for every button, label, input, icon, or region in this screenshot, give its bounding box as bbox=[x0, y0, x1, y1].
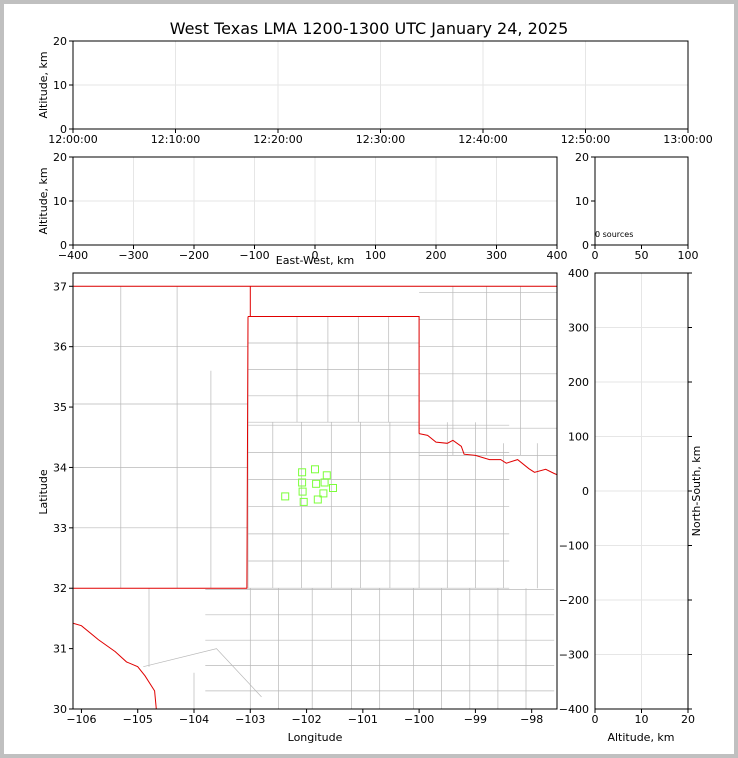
altitude-tick-label: 0 bbox=[582, 239, 589, 252]
altitude-tick-label: 10 bbox=[53, 195, 67, 208]
time-tick-label: 12:30:00 bbox=[356, 133, 405, 146]
north-south-tick-label: 100 bbox=[568, 431, 589, 444]
station-marker bbox=[322, 471, 331, 480]
north-south-tick-label: 400 bbox=[568, 267, 589, 280]
histogram-tick-label: 100 bbox=[678, 249, 699, 262]
latitude-tick-label: 33 bbox=[53, 522, 67, 535]
state-border-rio-grande bbox=[73, 622, 157, 709]
north-south-altitude-panel: 0 10 20 −400 −300 −200 −100 0 100 200 300 400 North… bbox=[559, 267, 703, 744]
plan-view-xlabel: Longitude bbox=[288, 731, 343, 744]
plan-view-frame bbox=[72, 272, 558, 710]
source-count-annotation: 0 sources bbox=[595, 230, 633, 239]
time-tick-label: 12:20:00 bbox=[253, 133, 302, 146]
latitude-tick-label: 37 bbox=[53, 280, 67, 293]
east-west-tick-label: 200 bbox=[426, 249, 447, 262]
time-tick-label: 13:00:00 bbox=[663, 133, 712, 146]
station-marker bbox=[298, 487, 307, 496]
altitude-tick-label: 10 bbox=[53, 79, 67, 92]
state-boundaries bbox=[73, 285, 557, 709]
figure-frame: West Texas LMA 1200-1300 UTC January 24,… bbox=[4, 4, 734, 754]
chart-title: West Texas LMA 1200-1300 UTC January 24,… bbox=[170, 19, 569, 38]
histogram-tick-label: 0 bbox=[592, 249, 599, 262]
county-boundaries bbox=[73, 285, 557, 709]
altitude-tick-label: 20 bbox=[575, 151, 589, 164]
east-west-tick-label: −300 bbox=[118, 249, 148, 262]
altitude-tick-label: 20 bbox=[53, 151, 67, 164]
east-west-xlabel: East-West, km bbox=[276, 254, 354, 267]
north-south-tick-label: −300 bbox=[559, 649, 589, 662]
station-marker bbox=[320, 478, 329, 487]
altitude-tick-label: 0 bbox=[60, 123, 67, 136]
altitude-tick-label: 20 bbox=[681, 713, 695, 726]
plan-view-panel: −106 −105 −104 −103 −102 −101 −100 −99 −98 30 31 32… bbox=[37, 272, 558, 744]
plan-view-ylabel: Latitude bbox=[37, 469, 50, 515]
state-border-texas-new-mexico bbox=[73, 316, 249, 589]
longitude-tick-label: −101 bbox=[348, 713, 378, 726]
station-marker bbox=[313, 495, 322, 504]
longitude-tick-label: −103 bbox=[235, 713, 265, 726]
east-west-ylabel: Altitude, km bbox=[37, 167, 50, 234]
east-west-tick-label: 100 bbox=[365, 249, 386, 262]
time-tick-label: 12:50:00 bbox=[561, 133, 610, 146]
latitude-tick-label: 35 bbox=[53, 401, 67, 414]
station-marker bbox=[281, 492, 290, 501]
station-marker bbox=[299, 497, 308, 506]
north-south-tick-label: 300 bbox=[568, 322, 589, 335]
station-marker bbox=[312, 479, 321, 488]
latitude-tick-label: 34 bbox=[53, 461, 67, 474]
state-border-red-river bbox=[418, 433, 557, 476]
time-tick-label: 12:40:00 bbox=[458, 133, 507, 146]
longitude-tick-label: −98 bbox=[520, 713, 543, 726]
time-altitude-ylabel: Altitude, km bbox=[37, 51, 50, 118]
time-altitude-panel: 12:00:00 12:10:00 12:20:00 12:30:00 12:40:00… bbox=[37, 35, 713, 146]
longitude-tick-label: −102 bbox=[291, 713, 321, 726]
latitude-tick-label: 30 bbox=[53, 703, 67, 716]
east-west-tick-label: 0 bbox=[312, 249, 319, 262]
altitude-tick-label: 10 bbox=[635, 713, 649, 726]
time-tick-label: 12:10:00 bbox=[151, 133, 200, 146]
station-marker bbox=[329, 484, 337, 492]
station-markers bbox=[281, 465, 337, 506]
station-marker bbox=[298, 478, 307, 487]
lma-figure: West Texas LMA 1200-1300 UTC January 24,… bbox=[37, 19, 713, 744]
latitude-tick-label: 36 bbox=[53, 341, 67, 354]
longitude-tick-label: −100 bbox=[404, 713, 434, 726]
north-south-tick-label: −200 bbox=[559, 594, 589, 607]
station-marker bbox=[319, 489, 328, 498]
north-south-tick-label: 200 bbox=[568, 376, 589, 389]
longitude-tick-label: −104 bbox=[179, 713, 209, 726]
east-west-tick-label: −200 bbox=[179, 249, 209, 262]
north-south-ylabel: North-South, km bbox=[690, 446, 703, 537]
north-south-tick-label: −400 bbox=[559, 703, 589, 716]
station-marker bbox=[311, 465, 319, 474]
altitude-tick-label: 20 bbox=[53, 35, 67, 48]
latitude-tick-label: 31 bbox=[53, 643, 67, 656]
histogram-tick-label: 50 bbox=[635, 249, 649, 262]
county-boundary bbox=[143, 648, 262, 698]
north-south-tick-label: −100 bbox=[559, 540, 589, 553]
station-marker bbox=[298, 468, 307, 477]
north-south-xlabel: Altitude, km bbox=[607, 731, 674, 744]
east-west-tick-label: 400 bbox=[547, 249, 568, 262]
state-border-texas-panhandle bbox=[248, 316, 420, 434]
longitude-tick-label: −99 bbox=[464, 713, 487, 726]
east-west-tick-label: −400 bbox=[58, 249, 88, 262]
time-tick-label: 12:00:00 bbox=[48, 133, 97, 146]
altitude-tick-label: 10 bbox=[575, 195, 589, 208]
east-west-altitude-panel: −400 −300 −200 −100 0 100 200 300 400 0 10 20 Altit… bbox=[37, 151, 568, 267]
east-west-tick-label: −100 bbox=[239, 249, 269, 262]
east-west-tick-label: 300 bbox=[486, 249, 507, 262]
altitude-tick-label: 0 bbox=[60, 239, 67, 252]
altitude-tick-label: 0 bbox=[592, 713, 599, 726]
latitude-tick-label: 32 bbox=[53, 582, 67, 595]
altitude-histogram-panel: 0 50 100 0 10 20 0 sources bbox=[575, 151, 699, 262]
north-south-tick-label: 0 bbox=[582, 485, 589, 498]
longitude-tick-label: −106 bbox=[66, 713, 96, 726]
longitude-tick-label: −105 bbox=[123, 713, 153, 726]
